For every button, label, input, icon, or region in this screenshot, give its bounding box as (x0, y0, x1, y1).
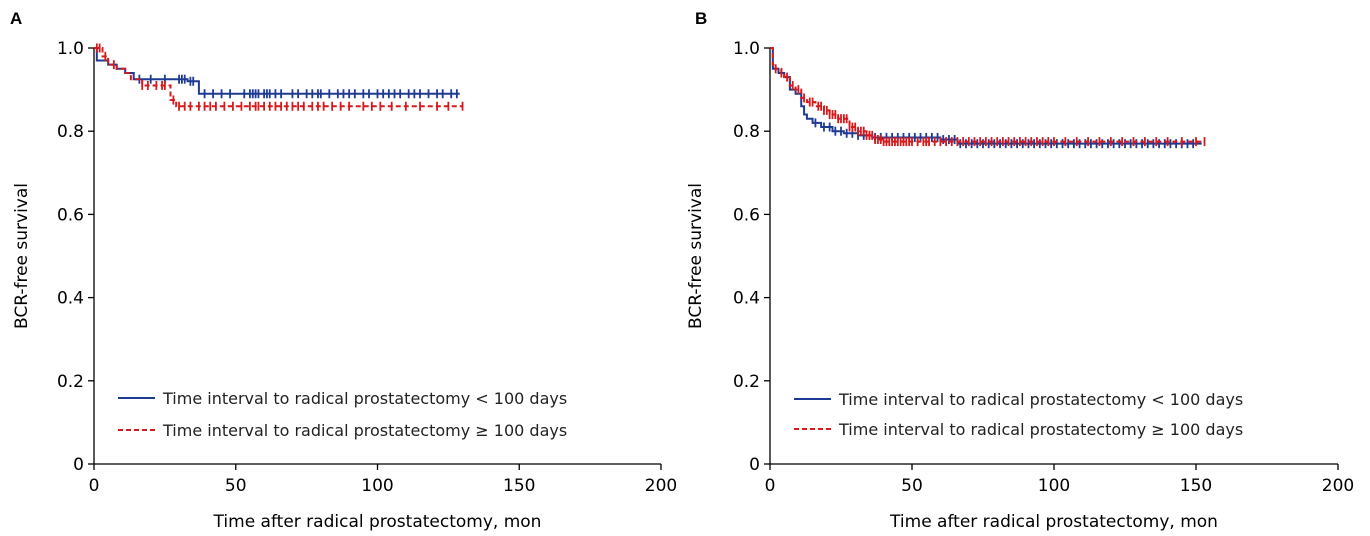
series-line-under-100-days (94, 47, 460, 95)
x-tick-label: 150 (1180, 476, 1212, 496)
x-axis-label: Time after radical prostatectomy, mon (889, 512, 1218, 532)
y-tick-label: 0 (749, 455, 760, 475)
km-chart-b: 0 0.2 0.4 0.6 0.8 1.0 0 50 100 150 200 BCR-free sur… (686, 39, 1354, 532)
panel-b-label: B (695, 9, 708, 28)
legend: Time interval to radical prostatectomy <… (118, 389, 567, 440)
y-axis-label: BCR-free survival (12, 183, 32, 329)
y-tick-label: 0.6 (733, 205, 760, 225)
x-tick-label: 0 (89, 476, 100, 496)
y-tick-label: 0.8 (733, 122, 760, 142)
km-chart-a: 0 0.2 0.4 0.6 0.8 1.0 0 50 100 150 200 BCR-free sur… (12, 39, 677, 532)
x-tick-label: 200 (1322, 476, 1354, 496)
series-line-over-100-days (94, 47, 463, 108)
y-tick-label: 0.8 (57, 122, 84, 142)
x-tick-label: 100 (361, 476, 393, 496)
y-tick-label: 0.4 (57, 289, 84, 309)
legend-label: Time interval to radical prostatectomy ≥… (838, 420, 1243, 439)
x-tick-label: 150 (503, 476, 535, 496)
y-tick-label: 0 (73, 455, 84, 475)
legend-label: Time interval to radical prostatectomy <… (838, 390, 1243, 409)
y-tick-label: 0.2 (733, 372, 760, 392)
panel-b: B 0 0.2 0.4 0.6 0.8 1.0 0 50 100 150 200 BCR-free s… (677, 0, 1370, 536)
y-tick-label: 0.4 (733, 289, 760, 309)
y-tick-label: 0.2 (57, 372, 84, 392)
x-axis-label: Time after radical prostatectomy, mon (213, 512, 542, 532)
panel-a: A 0 0.2 0.4 0.6 0.8 1.0 0 50 100 150 200 BCR-free s… (10, 9, 677, 532)
x-tick-label: 200 (645, 476, 677, 496)
x-tick-label: 0 (765, 476, 776, 496)
legend-label: Time interval to radical prostatectomy ≥… (162, 421, 567, 440)
y-axis-label: BCR-free survival (686, 183, 706, 329)
y-tick-label: 0.6 (57, 205, 84, 225)
legend-label: Time interval to radical prostatectomy <… (162, 389, 567, 408)
panel-a-label: A (10, 9, 23, 28)
x-tick-label: 50 (901, 476, 923, 496)
y-tick-label: 1.0 (733, 39, 760, 59)
y-tick-label: 1.0 (57, 39, 84, 59)
x-tick-label: 100 (1038, 476, 1070, 496)
x-tick-label: 50 (225, 476, 247, 496)
legend: Time interval to radical prostatectomy <… (794, 390, 1243, 439)
